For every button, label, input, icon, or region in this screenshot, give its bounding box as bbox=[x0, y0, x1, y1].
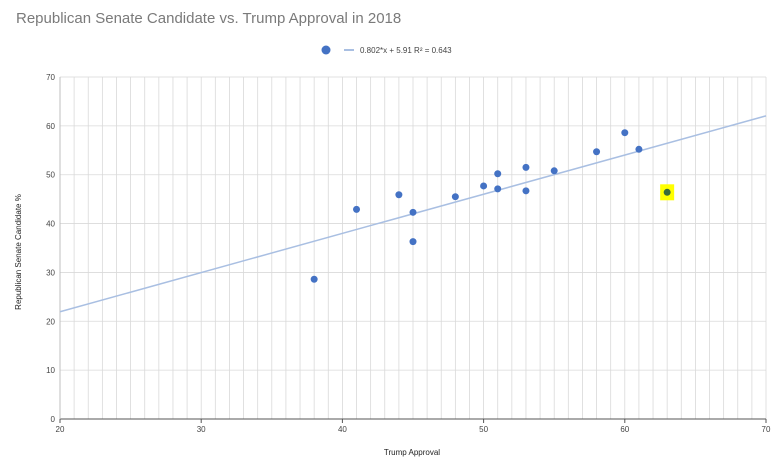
x-tick-label: 50 bbox=[479, 425, 488, 434]
tick-labels: 20 30 40 50 60 70 0 10 20 30 40 50 60 70 bbox=[46, 73, 771, 434]
legend: 0.802*x + 5.91 R² = 0.643 bbox=[321, 45, 452, 55]
chart-title: Republican Senate Candidate vs. Trump Ap… bbox=[16, 10, 402, 27]
y-tick-label: 60 bbox=[46, 122, 55, 131]
y-tick-label: 0 bbox=[51, 415, 56, 424]
legend-marker bbox=[321, 45, 331, 55]
axes bbox=[59, 77, 767, 423]
y-tick-label: 20 bbox=[46, 317, 55, 326]
data-point bbox=[635, 145, 643, 153]
data-point bbox=[409, 208, 417, 216]
data-point bbox=[522, 163, 530, 171]
y-tick-label: 10 bbox=[46, 366, 55, 375]
y-axis-title: Republican Senate Candidate % bbox=[14, 194, 23, 310]
data-point bbox=[593, 148, 601, 156]
data-point bbox=[494, 185, 502, 193]
x-tick-label: 40 bbox=[338, 425, 347, 434]
x-tick-label: 20 bbox=[56, 425, 65, 434]
data-point bbox=[550, 167, 558, 175]
data-point-highlighted bbox=[663, 188, 671, 196]
data-point bbox=[522, 187, 530, 195]
data-point bbox=[494, 170, 502, 178]
y-tick-label: 50 bbox=[46, 171, 55, 180]
data-points bbox=[310, 129, 675, 283]
y-tick-label: 70 bbox=[46, 73, 55, 82]
legend-label: 0.802*x + 5.91 R² = 0.643 bbox=[360, 46, 452, 55]
x-tick-label: 60 bbox=[620, 425, 629, 434]
y-tick-label: 40 bbox=[46, 220, 55, 229]
grid bbox=[59, 76, 767, 420]
data-point bbox=[353, 205, 361, 213]
x-axis-title: Trump Approval bbox=[384, 448, 440, 457]
data-point bbox=[451, 193, 459, 201]
x-tick-label: 30 bbox=[197, 425, 206, 434]
data-point bbox=[480, 182, 488, 190]
data-point bbox=[409, 238, 417, 246]
y-tick-label: 30 bbox=[46, 268, 55, 277]
data-point bbox=[621, 129, 629, 137]
data-point bbox=[310, 275, 318, 283]
x-tick-label: 70 bbox=[762, 425, 771, 434]
data-point bbox=[395, 191, 403, 199]
